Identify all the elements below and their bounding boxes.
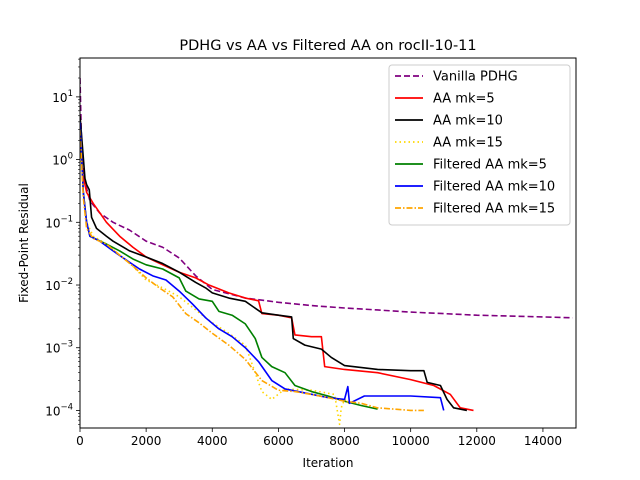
x-tick-label: 12000	[458, 434, 496, 448]
legend-label: Filtered AA mk=15	[433, 202, 555, 217]
y-axis-ticks: 10−4 10−3 10−2 10−1 100 101	[45, 58, 80, 425]
x-tick-label: 4000	[197, 434, 228, 448]
x-axis-ticks: 0 2000 4000 6000 8000 10000 12000 14000	[76, 428, 562, 448]
legend-label: AA mk=15	[433, 136, 503, 151]
legend-label: AA mk=5	[433, 92, 495, 107]
y-tick-label: 100	[52, 152, 73, 168]
series-line-5	[80, 121, 378, 410]
chart-title: PDHG vs AA vs Filtered AA on rocII-10-11	[179, 38, 476, 54]
x-tick-label: 0	[76, 434, 84, 448]
x-tick-label: 14000	[524, 434, 562, 448]
y-tick-label: 10−2	[45, 277, 73, 293]
series-line-3	[80, 115, 468, 412]
series-line-2	[80, 115, 474, 412]
x-tick-label: 2000	[131, 434, 162, 448]
axes-frame	[79, 57, 577, 429]
x-axis-label: Iteration	[303, 456, 354, 470]
x-tick-label: 8000	[329, 434, 360, 448]
legend-label: Filtered AA mk=5	[433, 158, 547, 173]
plot-lines	[80, 77, 573, 426]
y-tick-label: 101	[52, 89, 73, 105]
series-line-6	[80, 121, 445, 411]
legend: Vanilla PDHG AA mk=5 AA mk=10 AA mk=15 Filte…	[388, 64, 571, 226]
legend-label: Vanilla PDHG	[433, 70, 518, 85]
legend-box	[388, 64, 571, 226]
series-line-4	[80, 129, 352, 426]
series-line-7	[80, 129, 424, 412]
y-axis-label: Fixed-Point Residual	[17, 183, 31, 303]
x-tick-label: 6000	[263, 434, 294, 448]
legend-label: Filtered AA mk=10	[433, 180, 555, 195]
y-tick-label: 10−1	[45, 214, 73, 230]
x-tick-label: 10000	[392, 434, 430, 448]
legend-label: AA mk=10	[433, 114, 503, 129]
y-tick-label: 10−3	[45, 340, 73, 356]
y-tick-label: 10−4	[45, 402, 73, 418]
